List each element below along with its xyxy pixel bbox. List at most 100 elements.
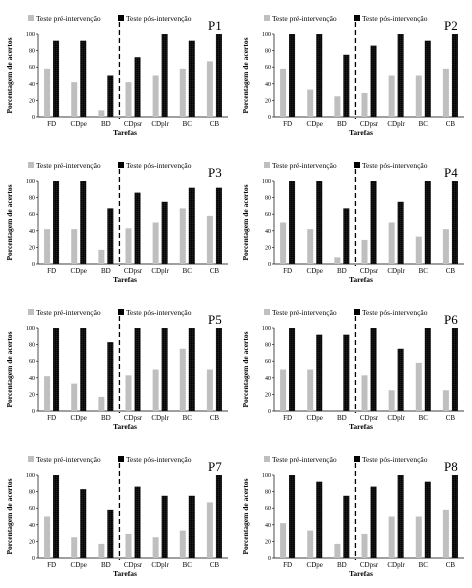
bar-post — [107, 509, 114, 558]
bar-post — [289, 328, 296, 411]
x-axis-title: Tarefas — [113, 275, 137, 284]
y-axis-title: Porcentagem de acertos — [5, 478, 14, 554]
legend-label-post: Teste pós-intervenção — [126, 455, 192, 464]
chart-panel-p4: Teste pré-intervenção Teste pós-intervenç… — [236, 147, 472, 294]
bar-post — [188, 187, 195, 264]
participant-label: P8 — [444, 459, 458, 474]
category-label: FD — [283, 267, 292, 275]
chart-panel-p7: Teste pré-intervenção Teste pós-intervenç… — [0, 441, 236, 588]
y-tick-label: 0 — [268, 262, 271, 268]
legend: Teste pré-intervenção Teste pós-intervenç… — [264, 455, 428, 464]
y-tick-label: 60 — [265, 359, 271, 365]
category-label: BD — [101, 120, 111, 128]
y-tick-label: 100 — [26, 32, 35, 38]
category-label: CDpsr — [360, 267, 379, 275]
bar-pre — [98, 396, 105, 411]
y-axis-title: Porcentagem de acertos — [241, 184, 250, 260]
category-label: CDplr — [151, 414, 169, 422]
y-tick-label: 20 — [265, 98, 271, 104]
y-tick-label: 20 — [29, 245, 35, 251]
bar-post — [188, 495, 195, 558]
bar-pre — [361, 533, 368, 558]
legend: Teste pré-intervenção Teste pós-intervenç… — [28, 455, 192, 464]
participant-label: P2 — [444, 18, 458, 33]
chart-panel-p6: Teste pré-intervenção Teste pós-intervenç… — [236, 294, 472, 441]
category-label: BD — [337, 561, 347, 569]
participant-label: P3 — [208, 165, 222, 180]
bar-post — [424, 481, 431, 558]
bar-pre — [206, 215, 213, 264]
y-tick-label: 80 — [265, 49, 271, 55]
category-label: CDplr — [151, 561, 169, 569]
bar-pre — [71, 537, 78, 558]
bar-post — [289, 34, 296, 117]
bar-post — [80, 489, 87, 558]
legend-label-post: Teste pós-intervenção — [362, 308, 428, 317]
bar-post — [451, 181, 458, 264]
chart-panel-p5: Teste pré-intervenção Teste pós-intervenç… — [0, 294, 236, 441]
category-label: BD — [101, 267, 111, 275]
legend-swatch-post — [118, 456, 124, 462]
y-tick-label: 0 — [268, 115, 271, 121]
category-label: BC — [183, 120, 193, 128]
bar-pre — [125, 375, 132, 411]
y-tick-label: 20 — [29, 98, 35, 104]
bar-pre — [442, 390, 449, 411]
bar-post — [370, 45, 377, 118]
bar-post — [343, 208, 350, 264]
category-label: CB — [210, 561, 220, 569]
bar-pre — [334, 543, 341, 558]
category-label: CDpsr — [124, 267, 143, 275]
bar-pre — [179, 68, 186, 117]
bar-post — [188, 328, 195, 411]
y-tick-label: 40 — [265, 229, 271, 235]
y-tick-label: 60 — [29, 359, 35, 365]
bar-pre — [125, 228, 132, 264]
bar-post — [134, 57, 141, 117]
bar-pre — [280, 369, 287, 411]
bar-pre — [307, 89, 314, 117]
category-label: CDpsr — [124, 561, 143, 569]
bar-post — [451, 34, 458, 117]
bar-pre — [206, 502, 213, 558]
y-tick-label: 100 — [262, 326, 271, 332]
category-label: CB — [446, 267, 456, 275]
category-label: CDpe — [71, 561, 87, 569]
category-label: CDpe — [71, 267, 87, 275]
bar-chart-svg: Teste pré-intervenção Teste pós-intervenç… — [241, 308, 464, 431]
category-label: BD — [337, 414, 347, 422]
participant-label: P7 — [208, 459, 222, 474]
bar-pre — [152, 75, 159, 117]
bar-post — [343, 54, 350, 117]
y-axis-title: Porcentagem de acertos — [241, 37, 250, 113]
y-tick-label: 60 — [265, 506, 271, 512]
bar-pre — [415, 236, 422, 264]
y-tick-label: 0 — [268, 556, 271, 562]
y-axis-title: Porcentagem de acertos — [241, 331, 250, 407]
legend-label-pre: Teste pré-intervenção — [36, 308, 101, 317]
y-tick-label: 20 — [29, 539, 35, 545]
category-label: FD — [283, 414, 292, 422]
legend-swatch-post — [118, 309, 124, 315]
bar-pre — [388, 222, 395, 264]
y-tick-label: 40 — [29, 82, 35, 88]
category-label: CB — [210, 120, 220, 128]
bar-post — [215, 328, 222, 411]
category-label: CDpsr — [124, 414, 143, 422]
bar-pre — [44, 68, 51, 117]
bar-post — [53, 328, 60, 411]
legend-label-post: Teste pós-intervenção — [126, 14, 192, 23]
bar-post — [53, 475, 60, 558]
legend-swatch-pre — [264, 309, 270, 315]
y-tick-label: 100 — [262, 179, 271, 185]
bar-pre — [280, 523, 287, 558]
category-label: BD — [337, 267, 347, 275]
y-tick-label: 60 — [29, 506, 35, 512]
y-tick-label: 100 — [26, 179, 35, 185]
y-tick-label: 0 — [32, 556, 35, 562]
legend-label-pre: Teste pré-intervenção — [272, 161, 337, 170]
bar-post — [316, 181, 323, 264]
category-label: CDpe — [307, 120, 323, 128]
category-label: FD — [47, 267, 56, 275]
bar-pre — [71, 82, 78, 117]
